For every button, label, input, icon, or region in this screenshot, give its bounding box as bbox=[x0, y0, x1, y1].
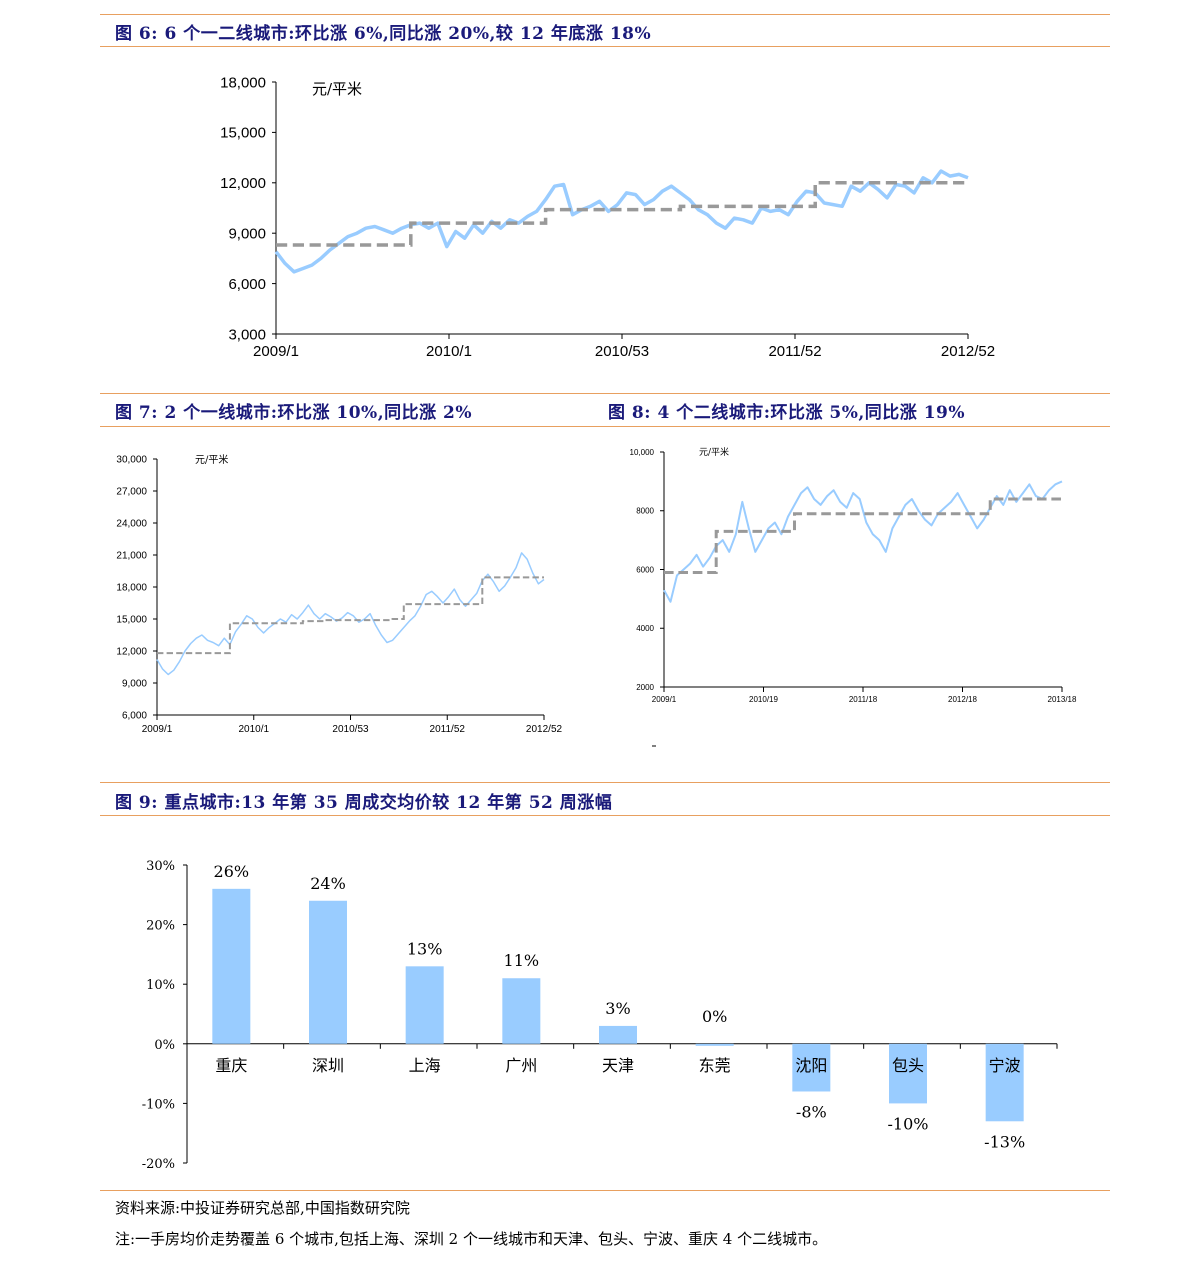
fig9-bar bbox=[405, 966, 444, 1044]
fig8-y-tick-label: 10,000 bbox=[630, 448, 655, 457]
fig9-bar bbox=[695, 1043, 734, 1046]
fig7-y-tick-label: 18,000 bbox=[116, 583, 147, 594]
fig8-x-tick-label: 2011/18 bbox=[849, 695, 878, 704]
fig78-top-rule bbox=[100, 393, 1110, 394]
fig8-y-tick-label: 2000 bbox=[636, 683, 654, 692]
fig6-y-tick-label: 9,000 bbox=[228, 225, 266, 242]
fig9-bar bbox=[502, 978, 541, 1044]
fig9-value-label: -10% bbox=[888, 1114, 929, 1133]
fig6-y-tick-label: 18,000 bbox=[220, 74, 266, 91]
fig8-y-tick-label: 4000 bbox=[636, 624, 654, 633]
fig9-value-label: 13% bbox=[407, 939, 443, 958]
fig8-title: 图 8: 4 个二线城市:环比涨 5%,同比涨 19% bbox=[608, 403, 966, 423]
fig9-bar bbox=[599, 1025, 637, 1044]
fig7-title: 图 7: 2 个一线城市:环比涨 10%,同比涨 2% bbox=[115, 403, 473, 423]
fig9-bar bbox=[212, 888, 251, 1044]
fig9-category-label: 宁波 bbox=[989, 1056, 1021, 1075]
fig6-average-series bbox=[276, 181, 968, 247]
fig6-price-series bbox=[274, 169, 969, 274]
fig8-x-tick-label: 2013/18 bbox=[1048, 695, 1077, 704]
fig9-category-label: 包头 bbox=[892, 1056, 924, 1075]
fig9-value-label: -8% bbox=[796, 1102, 827, 1121]
footer-rule bbox=[100, 1190, 1110, 1191]
fig9-category-label: 深圳 bbox=[312, 1056, 344, 1075]
fig6-y-tick-label: 3,000 bbox=[228, 326, 266, 343]
fig9-y-tick-label: 30% bbox=[146, 859, 175, 874]
fig8-chart: 元/平米 10,000 8000 6000 4000 2000 2009/1 2010/19… bbox=[630, 446, 1077, 747]
fig7-y-tick-label: 24,000 bbox=[116, 519, 147, 530]
fig9-category-label: 广州 bbox=[505, 1056, 537, 1075]
fig9-category-label: 重庆 bbox=[215, 1056, 247, 1075]
fig9-bottom-rule bbox=[100, 815, 1110, 816]
fig9-category-label: 天津 bbox=[602, 1056, 634, 1075]
fig7-chart: 元/平米 30,000 27,000 24,000 21,000 18,000 15,00… bbox=[116, 453, 563, 735]
source-note: 资料来源:中投证券研究总部,中国指数研究院 bbox=[115, 1199, 410, 1217]
fig9-top-rule bbox=[100, 782, 1110, 783]
fig9-value-label: 0% bbox=[702, 1007, 727, 1026]
fig9-y-tick-label: 0% bbox=[154, 1038, 175, 1053]
fig6-y-tick-label: 6,000 bbox=[228, 276, 266, 293]
fig7-x-tick-label: 2010/1 bbox=[238, 724, 269, 735]
fig6-title: 图 6: 6 个一二线城市:环比涨 6%,同比涨 20%,较 12 年底涨 18… bbox=[115, 24, 652, 44]
fig7-y-tick-label: 21,000 bbox=[116, 551, 147, 562]
fig9-y-tick-label: 10% bbox=[146, 978, 175, 993]
fig9-bar bbox=[985, 1043, 1024, 1122]
fig6-y-tick-label: 12,000 bbox=[220, 175, 266, 192]
fig6-x-tick-label: 2010/53 bbox=[595, 343, 649, 360]
fig6-chart: 元/平米 18,00015,00012,0009,0006,0003,00020… bbox=[220, 74, 995, 360]
fig8-y-tick-label: 6000 bbox=[636, 565, 654, 574]
fig9-category-label: 上海 bbox=[409, 1056, 441, 1075]
fig78-bottom-rule bbox=[100, 426, 1110, 427]
footnote: 注:一手房均价走势覆盖 6 个城市,包括上海、深圳 2 个一线城市和天津、包头、… bbox=[115, 1230, 828, 1248]
fig8-x-tick-label: 2010/19 bbox=[749, 695, 778, 704]
fig7-unit-label: 元/平米 bbox=[195, 453, 228, 466]
fig8-average-series bbox=[664, 497, 1062, 574]
fig6-bottom-rule bbox=[100, 46, 1110, 47]
fig7-y-tick-label: 12,000 bbox=[116, 647, 147, 658]
fig7-price-series bbox=[156, 552, 545, 676]
fig6-x-tick-label: 2011/52 bbox=[768, 343, 821, 360]
fig9-bar bbox=[792, 1043, 831, 1092]
fig6-x-tick-label: 2012/52 bbox=[941, 343, 995, 360]
fig9-bar bbox=[309, 900, 347, 1044]
fig7-x-tick-label: 2010/53 bbox=[332, 724, 369, 735]
fig9-category-label: 东莞 bbox=[699, 1056, 731, 1075]
fig8-y-tick-label: 8000 bbox=[636, 507, 654, 516]
fig7-x-tick-label: 2012/52 bbox=[526, 724, 563, 735]
fig6-y-tick-label: 15,000 bbox=[220, 125, 266, 142]
fig7-average-series bbox=[157, 576, 544, 655]
fig9-value-label: 11% bbox=[504, 951, 540, 970]
fig9-y-tick-label: -20% bbox=[142, 1157, 175, 1172]
fig7-y-tick-label: 30,000 bbox=[116, 455, 147, 466]
fig6-x-tick-label: 2009/1 bbox=[253, 343, 299, 360]
fig9-value-label: 26% bbox=[214, 862, 250, 881]
fig9-category-label: 沈阳 bbox=[795, 1056, 827, 1075]
fig7-y-tick-label: 27,000 bbox=[116, 487, 147, 498]
fig8-x-tick-label: 2012/18 bbox=[948, 695, 977, 704]
fig6-x-tick-label: 2010/1 bbox=[426, 343, 472, 360]
fig9-value-label: -13% bbox=[984, 1132, 1025, 1151]
fig9-value-label: 24% bbox=[310, 874, 346, 893]
fig7-y-tick-label: 9,000 bbox=[122, 679, 147, 690]
fig6-unit-label: 元/平米 bbox=[312, 80, 362, 98]
fig7-y-tick-label: 6,000 bbox=[122, 711, 147, 722]
fig7-x-tick-label: 2009/1 bbox=[142, 724, 173, 735]
fig9-value-label: 3% bbox=[605, 999, 630, 1018]
fig8-x-tick-label: 2009/1 bbox=[652, 695, 677, 704]
fig9-y-tick-label: 20% bbox=[146, 919, 175, 934]
fig9-y-tick-label: -10% bbox=[142, 1097, 175, 1112]
fig9-bar bbox=[889, 1043, 927, 1104]
fig7-y-tick-label: 15,000 bbox=[116, 615, 147, 626]
fig6-top-rule bbox=[100, 14, 1110, 15]
fig7-x-tick-label: 2011/52 bbox=[430, 724, 466, 735]
fig8-unit-label: 元/平米 bbox=[699, 446, 729, 458]
fig9-chart: 30% 20% 10% 0% -10% -20% 重庆 26% 深圳 24% 上海 13% 广州 11% 天… bbox=[142, 859, 1058, 1172]
fig9-title: 图 9: 重点城市:13 年第 35 周成交均价较 12 年第 52 周涨幅 bbox=[115, 793, 613, 813]
